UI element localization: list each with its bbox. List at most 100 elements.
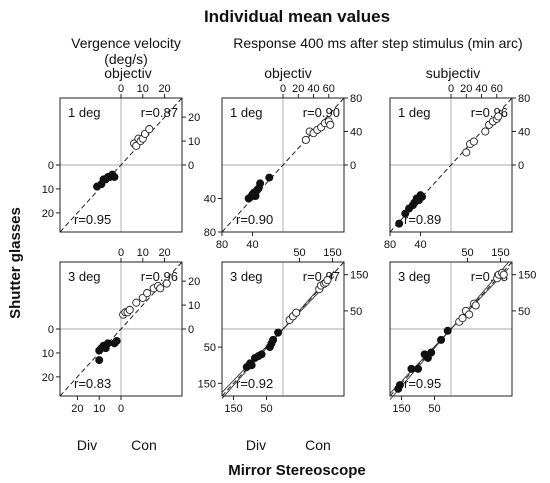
top-tick-label: 0	[280, 83, 286, 95]
top-tick-label: 20	[292, 83, 304, 95]
top-tick-label: 0	[118, 83, 124, 95]
left-tick-label: 20	[42, 372, 54, 384]
left-tick-label: 0	[48, 160, 54, 172]
r-div-label: r=0.95	[74, 212, 111, 227]
right-tick-label: 0	[188, 324, 194, 336]
convergence-point	[494, 112, 503, 121]
bottom-tick-label: 80	[384, 239, 396, 251]
right-tick-label: 40	[350, 127, 362, 139]
top-tick-label: 50	[461, 247, 473, 259]
convergence-point	[156, 284, 165, 293]
r-con-label: r=0.90	[303, 105, 340, 120]
bottom-tick-label: 0	[118, 403, 124, 415]
top-tick-label: 40	[475, 83, 487, 95]
top-tick-label: 40	[307, 83, 319, 95]
right-tick-label: 80	[350, 93, 362, 105]
divergence-point	[395, 219, 404, 228]
divergence-point	[443, 326, 452, 335]
left-tick-label: 20	[42, 208, 54, 220]
right-tick-label: 150	[518, 270, 536, 282]
top-tick-label: 20	[158, 83, 170, 95]
divergence-point	[257, 350, 266, 359]
convergence-point	[499, 270, 508, 279]
right-tick-label: 10	[188, 300, 200, 312]
panel-frame	[389, 261, 513, 397]
panel-1: 0 10 20 0 10 20 0 10 20 1 deg r=0.87 r=0.95	[42, 83, 200, 233]
right-tick-label: 40	[518, 127, 530, 139]
top-tick-label: 150	[323, 247, 341, 259]
column-label-1: objectiv	[104, 65, 151, 81]
right-tick-label: 80	[518, 93, 530, 105]
identity-line	[389, 97, 513, 233]
r-con-label: r=0.87	[141, 105, 178, 120]
figure-title: Individual mean values	[204, 7, 390, 26]
panel-4: 0 10 20 20 10 0 0 10 20 0 10 20 3 deg r=0.96 r=0.83	[42, 247, 201, 415]
subtitle-left-line2: (deg/s)	[104, 51, 148, 67]
convergence-point	[481, 127, 490, 136]
r-con-label: r=0.96	[141, 269, 178, 284]
x-axis-label: Mirror Stereoscope	[228, 462, 366, 479]
condition-label: 1 deg	[398, 105, 431, 120]
column-label-3: subjectiv	[426, 65, 480, 81]
top-tick-label: 60	[323, 83, 335, 95]
divergence-point	[414, 364, 423, 373]
top-tick-label: 10	[137, 83, 149, 95]
top-tick-label: 20	[158, 247, 170, 259]
identity-line	[59, 97, 183, 233]
bottom-tick-label: 10	[93, 403, 105, 415]
bottom-tick-label: 150	[224, 403, 242, 415]
subtitle-right: Response 400 ms after step stimulus (min…	[233, 35, 522, 51]
left-tick-label: 10	[42, 184, 54, 196]
top-tick-label: 50	[293, 247, 305, 259]
divergence-point	[427, 348, 436, 357]
right-tick-label: 20	[188, 112, 200, 124]
convergence-point	[145, 125, 154, 134]
bottom-label-con-2: Con	[131, 437, 157, 453]
convergence-point	[143, 289, 152, 298]
column-label-2: objectiv	[264, 65, 311, 81]
convergence-point	[292, 308, 301, 317]
convergence-point	[301, 135, 310, 144]
divergence-point	[437, 335, 446, 344]
bottom-tick-label: 80	[216, 239, 228, 251]
divergence-point	[269, 335, 278, 344]
top-tick-label: 20	[460, 83, 472, 95]
left-tick-label: 50	[204, 342, 216, 354]
condition-label: 1 deg	[68, 105, 101, 120]
right-tick-label: 0	[188, 160, 194, 172]
condition-label: 3 deg	[230, 269, 263, 284]
bottom-tick-label: 40	[414, 239, 426, 251]
bottom-tick-label: 50	[428, 403, 440, 415]
r-con-label: r=0.96	[471, 105, 508, 120]
convergence-point	[462, 148, 471, 157]
r-div-label: r=0.89	[404, 212, 441, 227]
divergence-point	[256, 179, 265, 188]
convergence-point	[458, 314, 467, 323]
subtitle-left-line1: Vergence velocity	[71, 35, 181, 51]
right-tick-label: 50	[518, 306, 530, 318]
condition-label: 3 deg	[398, 269, 431, 284]
bottom-tick-label: 50	[260, 403, 272, 415]
right-tick-label: 150	[350, 270, 368, 282]
bottom-tick-label: 40	[246, 239, 258, 251]
y-axis-label: Shutter glasses	[7, 207, 24, 319]
left-tick-label: 80	[204, 227, 216, 239]
top-tick-label: 0	[448, 83, 454, 95]
right-tick-label: 0	[350, 160, 356, 172]
left-tick-label: 150	[198, 378, 216, 390]
convergence-point	[465, 310, 474, 319]
bottom-tick-label: 20	[71, 403, 83, 415]
divergence-point	[103, 339, 112, 348]
convergence-point	[132, 298, 141, 307]
condition-label: 3 deg	[68, 269, 101, 284]
identity-line	[59, 261, 183, 397]
right-tick-label: 0	[518, 160, 524, 172]
convergence-point	[323, 276, 332, 285]
r-div-label: r=0.95	[404, 376, 441, 391]
right-tick-label: 20	[188, 276, 200, 288]
r-div-label: r=0.92	[236, 376, 273, 391]
